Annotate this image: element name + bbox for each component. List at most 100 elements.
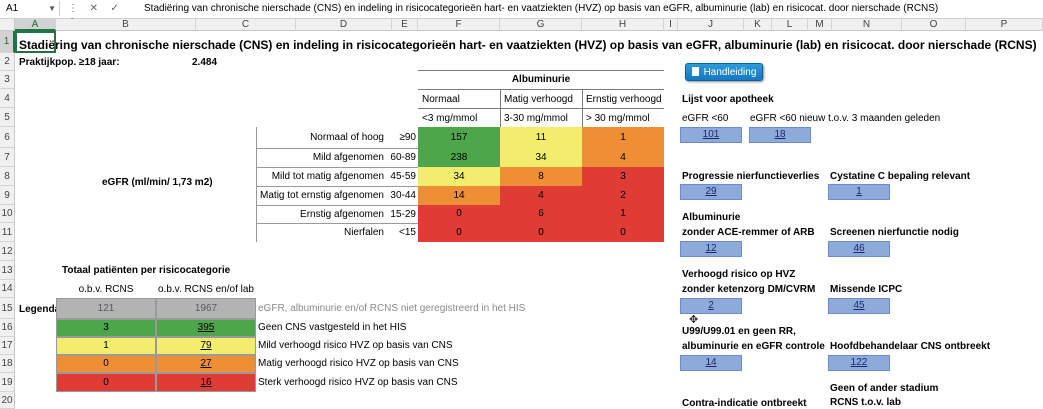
divider-line [418,70,664,71]
list-link[interactable]: 29 [680,184,742,200]
column-header-i[interactable]: I [664,19,678,31]
list-label: Verhoogd risico op HVZ [682,269,796,280]
risk-cell[interactable]: 14 [418,186,500,205]
risk-cell[interactable]: 1 [582,205,664,223]
row-header-6[interactable]: 6 [0,127,15,148]
risk-cell[interactable]: 0 [418,205,500,223]
totals-col1-header: o.b.v. RCNS [78,284,134,295]
column-header-c[interactable]: C [196,19,296,31]
row-header-17[interactable]: 17 [0,337,15,355]
legenda-label: Legenda: [19,304,64,315]
cancel-icon[interactable]: ✕ [89,3,98,14]
column-header-a[interactable]: A [15,19,56,31]
row-header-8[interactable]: 8 [0,167,15,186]
totals-cell[interactable]: 1 [56,337,156,355]
list-link[interactable]: 46 [828,241,890,257]
row-header-4[interactable]: 4 [0,89,15,108]
legend-text: Mild verhoogd risico HVZ op basis van CN… [258,340,453,351]
list-link[interactable]: 122 [828,355,890,371]
column-header-l[interactable]: L [772,19,808,31]
risk-cell[interactable]: 4 [500,186,582,205]
row-header-7[interactable]: 7 [0,148,15,167]
column-header-m[interactable]: M [808,19,832,31]
row-header-12[interactable]: 12 [0,242,15,261]
egfr-row-range: ≥90 [399,132,416,143]
risk-cell[interactable]: 34 [418,167,500,186]
egfr-row-label: Matig tot ernstig afgenomen [260,190,384,201]
risk-cell[interactable]: 0 [582,223,664,242]
totals-cell-link[interactable]: 16 [156,373,256,392]
row-header-9[interactable]: 9 [0,186,15,205]
row-header-2[interactable]: 2 [0,53,15,71]
row-header-5[interactable]: 5 [0,108,15,127]
totals-cell[interactable]: 0 [56,355,156,373]
risk-cell[interactable]: 238 [418,148,500,167]
totals-cell[interactable]: 1967 [156,298,256,319]
column-header-h[interactable]: H [582,19,664,31]
row-header-11[interactable]: 11 [0,223,15,242]
column-header-p[interactable]: P [966,19,1043,31]
egfr-label: eGFR (ml/min/ 1,73 m2) [102,177,213,188]
confirm-icon[interactable]: ✓ [110,3,119,14]
column-header-o[interactable]: O [902,19,966,31]
risk-cell[interactable]: 157 [418,127,500,148]
row-header-19[interactable]: 19 [0,373,15,392]
apotheek-title: Lijst voor apotheek [682,94,774,105]
name-box[interactable]: A1 ▼ [0,1,60,16]
risk-cell[interactable]: 8 [500,167,582,186]
risk-cell[interactable]: 0 [500,223,582,242]
column-header-g[interactable]: G [500,19,582,31]
list-label: Screenen nierfunctie nodig [830,227,959,238]
row-header-14[interactable]: 14 [0,280,15,298]
chevron-down-icon[interactable]: ▼ [48,4,56,13]
risk-cell[interactable]: 4 [582,148,664,167]
selected-cell-a1[interactable] [15,31,56,53]
list-link[interactable]: 14 [680,355,742,371]
row-header-10[interactable]: 10 [0,205,15,223]
more-icon[interactable]: ⋮ [68,3,78,14]
apotheek-item-label: eGFR <60 [682,113,729,124]
list-label: U99/U99.01 en geen RR, [682,326,796,337]
list-link[interactable]: 45 [828,298,890,314]
risk-cell[interactable]: 6 [500,205,582,223]
column-header-f[interactable]: F [418,19,500,31]
column-header-j[interactable]: J [678,19,744,31]
risk-cell[interactable]: 34 [500,148,582,167]
risk-cell[interactable]: 1 [582,127,664,148]
totals-cell[interactable]: 3 [56,319,156,337]
row-header-16[interactable]: 16 [0,319,15,337]
formula-input[interactable]: Stadiëring van chronische nierschade (CN… [144,3,939,14]
column-header-e[interactable]: E [392,19,418,31]
egfr-row-range: 45-59 [390,171,416,182]
list-link[interactable]: 2 [680,298,742,314]
column-header-b[interactable]: B [56,19,196,31]
risk-cell[interactable]: 3 [582,167,664,186]
list-label-line2: RCNS t.o.v. lab [830,397,901,408]
totals-cell-link[interactable]: 27 [156,355,256,373]
column-header-n[interactable]: N [832,19,902,31]
row-header-20[interactable]: 20 [0,392,15,409]
select-all-corner[interactable] [0,19,15,31]
totals-cell-link[interactable]: 79 [156,337,256,355]
row-header-1[interactable]: 1 [0,31,15,53]
apotheek-egfr60-nieuw-link[interactable]: 18 [749,127,811,143]
risk-cell[interactable]: 0 [418,223,500,242]
list-link[interactable]: 1 [828,184,890,200]
column-header-k[interactable]: K [744,19,772,31]
totals-cell[interactable]: 0 [56,373,156,392]
row-header-18[interactable]: 18 [0,355,15,373]
totals-cell[interactable]: 121 [56,298,156,319]
risk-cell[interactable]: 11 [500,127,582,148]
alb-cat-range: 3-30 mg/mmol [504,113,568,124]
risk-cell[interactable]: 2 [582,186,664,205]
row-header-3[interactable]: 3 [0,71,15,89]
egfr-row-label: Mild tot matig afgenomen [271,171,384,182]
apotheek-egfr60-link[interactable]: 101 [680,127,742,143]
list-link[interactable]: 12 [680,241,742,257]
handleiding-button[interactable]: Handleiding [685,63,763,81]
totals-cell-link[interactable]: 395 [156,319,256,337]
row-header-13[interactable]: 13 [0,261,15,280]
row-header-15[interactable]: 15 [0,298,15,319]
column-header-d[interactable]: D [296,19,392,31]
totals-title: Totaal patiënten per risicocategorie [62,265,231,276]
